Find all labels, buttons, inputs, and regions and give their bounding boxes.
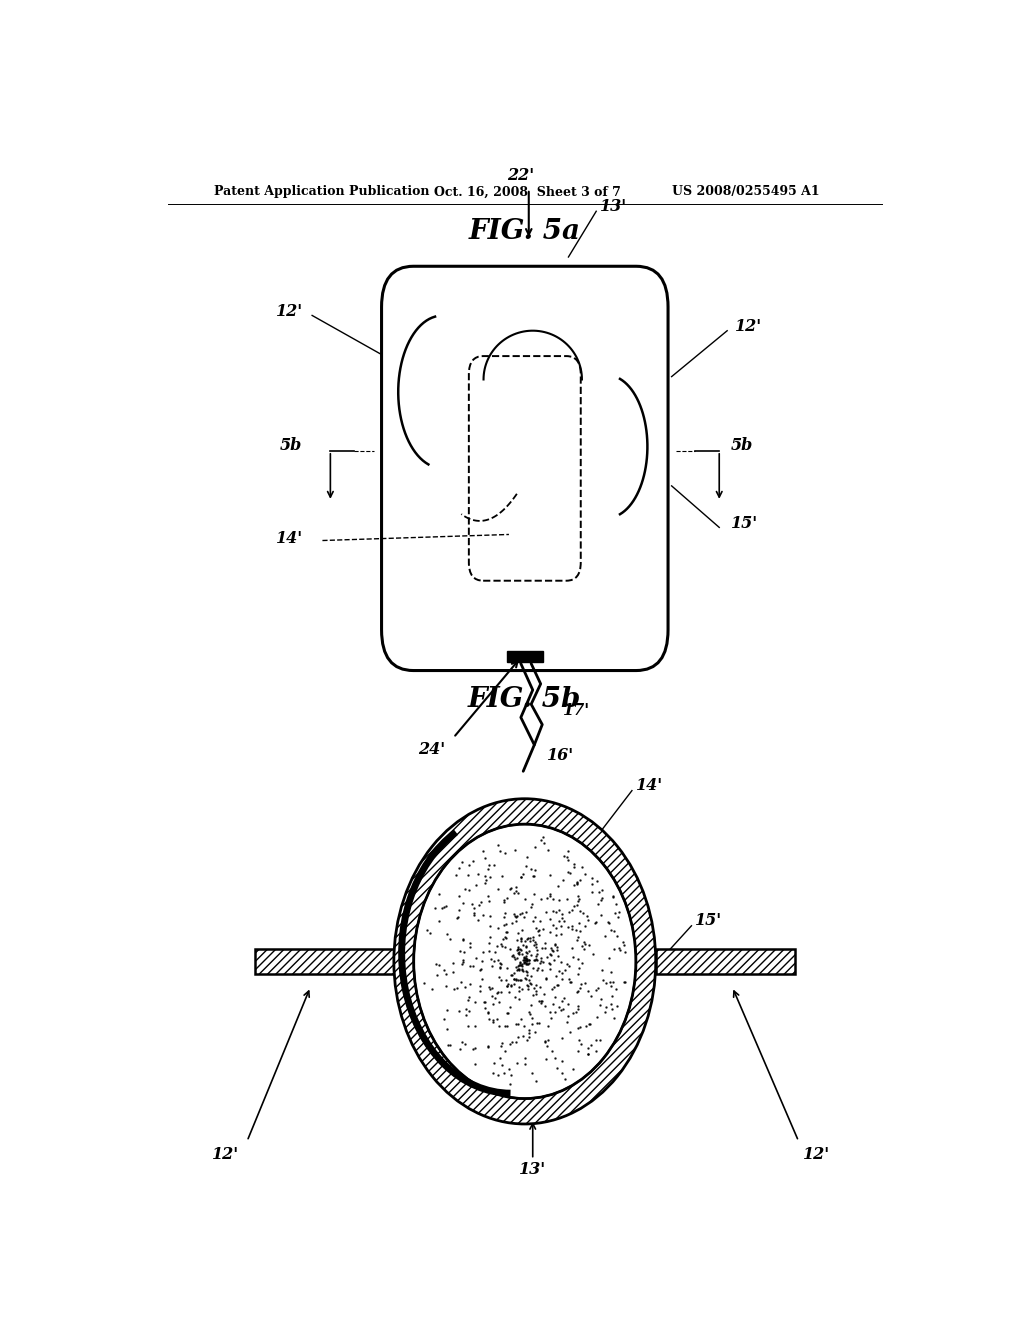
Text: 13': 13' (600, 198, 628, 215)
Text: 22': 22' (507, 168, 535, 185)
Bar (507, 651, 543, 661)
Text: 14': 14' (275, 529, 303, 546)
Text: 13': 13' (519, 1162, 546, 1179)
FancyBboxPatch shape (382, 267, 668, 671)
Text: FIG. 5b: FIG. 5b (468, 685, 582, 713)
Text: 12': 12' (735, 318, 762, 335)
Text: US 2008/0255495 A1: US 2008/0255495 A1 (672, 185, 819, 198)
Text: 12': 12' (212, 1146, 239, 1163)
Text: Patent Application Publication: Patent Application Publication (214, 185, 429, 198)
Text: 24': 24' (419, 742, 445, 759)
Text: 16': 16' (547, 747, 574, 763)
Text: 17': 17' (563, 702, 590, 719)
Text: 5b: 5b (281, 437, 303, 454)
FancyBboxPatch shape (655, 949, 795, 974)
Text: FIG. 5a: FIG. 5a (469, 218, 581, 246)
Text: 15': 15' (695, 912, 723, 929)
Text: Oct. 16, 2008  Sheet 3 of 7: Oct. 16, 2008 Sheet 3 of 7 (433, 185, 621, 198)
Text: 15': 15' (731, 515, 758, 532)
Text: 12': 12' (803, 1146, 829, 1163)
Ellipse shape (414, 824, 636, 1098)
FancyBboxPatch shape (255, 949, 394, 974)
Text: 14': 14' (636, 777, 663, 795)
Text: 12': 12' (275, 302, 303, 319)
Ellipse shape (394, 799, 655, 1125)
Text: 5b: 5b (731, 437, 754, 454)
